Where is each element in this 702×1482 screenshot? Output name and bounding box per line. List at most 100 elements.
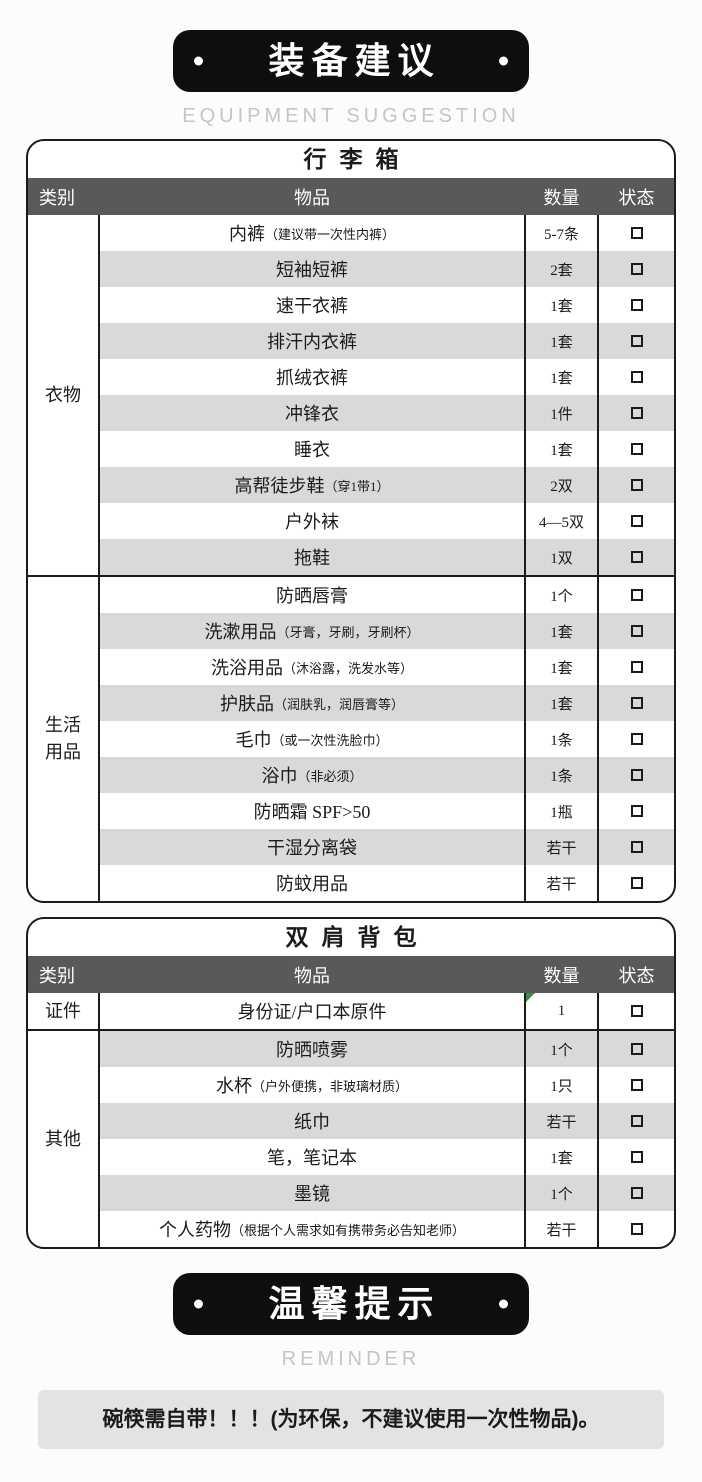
status-checkbox[interactable] <box>630 1043 643 1055</box>
status-cell <box>599 829 674 865</box>
quantity-cell: 1套 <box>524 359 599 395</box>
status-cell <box>599 1139 674 1175</box>
table-row: 洗漱用品 （牙膏，牙刷，牙刷杯） 1套 <box>100 613 674 649</box>
item-note: （建议带一次性内裤） <box>264 226 395 242</box>
table-section: 生活 用品 防晒唇膏 1个 洗漱用品 （牙膏，牙刷，牙刷杯） 1套 洗浴用品 （沐浴露，洗发水… <box>28 575 674 901</box>
reminder-note: 碗筷需自带！！！(为环保，不建议使用一次性物品)。 <box>38 1390 664 1450</box>
quantity-cell: 若干 <box>524 1103 599 1139</box>
status-checkbox[interactable] <box>630 1187 643 1199</box>
item-name: 洗浴用品 <box>210 658 283 678</box>
table-row: 毛巾 （或一次性洗脸巾） 1条 <box>100 721 674 757</box>
item-name: 抓绒衣裤 <box>276 368 348 388</box>
status-cell <box>599 1031 674 1067</box>
section-rows: 防晒喷雾 1个 水杯 （户外便携，非玻璃材质） 1只 纸巾 若干 笔，笔记本 1套 墨镜 1个 个人药… <box>100 1031 674 1247</box>
table-row: 防蚊用品 若干 <box>100 865 674 901</box>
item-cell: 护肤品 （润肤乳，润唇膏等） <box>100 685 524 721</box>
table-row: 水杯 （户外便携，非玻璃材质） 1只 <box>100 1067 674 1103</box>
section-rows: 内裤 （建议带一次性内裤） 5-7条 短袖短裤 2套 速干衣裤 1套 排汗内衣裤 1套 抓绒衣裤 1… <box>100 215 674 575</box>
column-header-category: 类别 <box>39 965 75 986</box>
item-note: （根据个人需求如有携带务必告知老师） <box>230 1222 465 1238</box>
status-checkbox[interactable] <box>630 335 643 347</box>
column-header-item: 物品 <box>294 187 330 208</box>
status-checkbox[interactable] <box>630 1151 643 1163</box>
status-checkbox[interactable] <box>630 371 643 383</box>
status-checkbox[interactable] <box>630 1223 643 1235</box>
table-header-row: 类别 物品 数量 状态 <box>28 956 674 993</box>
status-checkbox[interactable] <box>630 1005 643 1017</box>
table-row: 个人药物 （根据个人需求如有携带务必告知老师） 若干 <box>100 1211 674 1247</box>
item-name: 防晒唇膏 <box>276 586 348 606</box>
column-header-quantity: 数量 <box>543 187 580 208</box>
item-name: 冲锋衣 <box>285 404 339 424</box>
section-rows: 防晒唇膏 1个 洗漱用品 （牙膏，牙刷，牙刷杯） 1套洗浴用品 （沐浴露，洗发水等） 1套护… <box>100 577 674 901</box>
category-cell: 证件 <box>28 993 100 1029</box>
item-name: 拖鞋 <box>294 548 330 568</box>
table-row: 睡衣 1套 <box>100 431 674 467</box>
status-checkbox[interactable] <box>630 407 643 419</box>
item-cell: 洗漱用品 （牙膏，牙刷，牙刷杯） <box>100 613 524 649</box>
item-cell: 防蚊用品 <box>100 865 524 901</box>
status-checkbox[interactable] <box>630 661 643 673</box>
status-checkbox[interactable] <box>630 1079 643 1091</box>
status-cell <box>599 359 674 395</box>
item-cell: 防晒霜 SPF>50 <box>100 793 524 829</box>
quantity-cell: 1套 <box>524 649 599 685</box>
table-row: 身份证/户口本原件 1 <box>100 993 674 1029</box>
category-cell: 其他 <box>28 1031 100 1247</box>
status-cell <box>599 467 674 503</box>
item-name: 身份证/户口本原件 <box>237 1002 387 1022</box>
item-cell: 冲锋衣 <box>100 395 524 431</box>
status-checkbox[interactable] <box>630 227 643 239</box>
table-row: 防晒唇膏 1个 <box>100 577 674 613</box>
item-name: 户外袜 <box>285 512 339 532</box>
item-cell: 浴巾 （非必须） <box>100 757 524 793</box>
table-row: 干湿分离袋 若干 <box>100 829 674 865</box>
item-cell: 墨镜 <box>100 1175 524 1211</box>
status-checkbox[interactable] <box>630 299 643 311</box>
section-rows: 身份证/户口本原件 1 <box>100 993 674 1029</box>
banner-reminder-subtitle: REMINDER <box>281 1348 421 1370</box>
quantity-cell: 1个 <box>524 1175 599 1211</box>
status-checkbox[interactable] <box>630 769 643 781</box>
status-checkbox[interactable] <box>630 479 643 491</box>
status-cell <box>599 721 674 757</box>
item-name: 高帮徒步鞋 <box>234 476 325 496</box>
quantity-cell: 1个 <box>524 1031 599 1067</box>
table-row: 抓绒衣裤 1套 <box>100 359 674 395</box>
item-cell: 短袖短裤 <box>100 251 524 287</box>
status-checkbox[interactable] <box>630 733 643 745</box>
table-row: 护肤品 （润肤乳，润唇膏等） 1套 <box>100 685 674 721</box>
item-note: （或一次性洗脸巾） <box>271 732 389 748</box>
item-name: 笔，笔记本 <box>267 1148 357 1168</box>
quantity-cell: 4—5双 <box>524 503 599 539</box>
table-title: 双肩背包 <box>285 925 430 950</box>
item-cell: 笔，笔记本 <box>100 1139 524 1175</box>
item-cell: 个人药物 （根据个人需求如有携带务必告知老师） <box>100 1211 524 1247</box>
status-checkbox[interactable] <box>630 589 643 601</box>
quantity-cell: 若干 <box>524 865 599 901</box>
item-note: （沐浴露，洗发水等） <box>282 660 413 676</box>
category-cell: 衣物 <box>28 215 100 575</box>
item-name: 防晒喷雾 <box>276 1040 348 1060</box>
status-cell <box>599 323 674 359</box>
column-header-status: 状态 <box>618 187 655 208</box>
status-cell <box>599 577 674 613</box>
status-checkbox[interactable] <box>630 697 643 709</box>
item-cell: 干湿分离袋 <box>100 829 524 865</box>
status-checkbox[interactable] <box>630 443 643 455</box>
status-checkbox[interactable] <box>630 263 643 275</box>
banner-reminder-title: 温馨提示 <box>268 1283 441 1324</box>
status-checkbox[interactable] <box>630 1115 643 1127</box>
status-checkbox[interactable] <box>630 551 643 563</box>
status-checkbox[interactable] <box>630 805 643 817</box>
table-row: 墨镜 1个 <box>100 1175 674 1211</box>
status-checkbox[interactable] <box>630 625 643 637</box>
quantity-cell: 2双 <box>524 467 599 503</box>
table-row: 冲锋衣 1件 <box>100 395 674 431</box>
status-checkbox[interactable] <box>630 841 643 853</box>
status-checkbox[interactable] <box>630 877 643 889</box>
item-cell: 睡衣 <box>100 431 524 467</box>
table-row: 防晒喷雾 1个 <box>100 1031 674 1067</box>
status-checkbox[interactable] <box>630 515 643 527</box>
item-note: （非必须） <box>297 768 363 784</box>
